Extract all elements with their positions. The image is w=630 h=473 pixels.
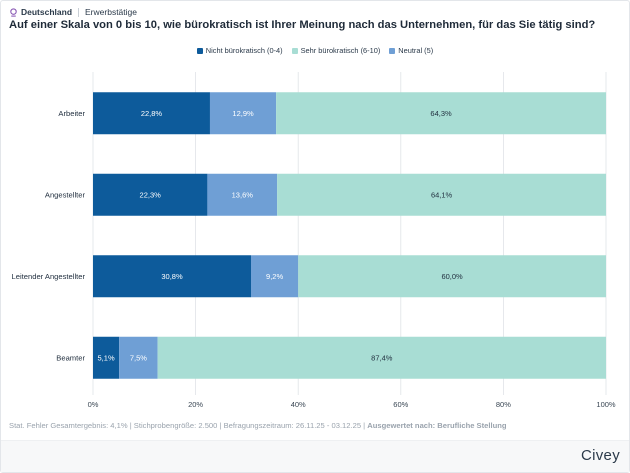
x-tick-label: 40% <box>291 400 306 409</box>
breadcrumb-separator <box>78 7 80 17</box>
legend-item[interactable]: Sehr bürokratisch (6-10) <box>291 46 381 55</box>
category-label: Angestellter <box>45 191 86 200</box>
brand-logo: Civey <box>580 447 620 464</box>
data-label: 7,5% <box>130 354 147 363</box>
footer-stats: Stat. Fehler Gesamtergebnis: 4,1% | Stic… <box>9 421 368 430</box>
legend-item[interactable]: Neutral (5) <box>389 46 433 55</box>
category-label: Beamter <box>56 354 85 363</box>
chart-legend: Nicht bürokratisch (0-4) Sehr bürokratisc… <box>0 46 630 55</box>
bar-segment <box>298 255 606 298</box>
breadcrumb: Deutschland Erwerbstätige <box>9 7 137 17</box>
legend-label: Neutral (5) <box>398 46 434 55</box>
footer-band <box>1 440 629 472</box>
x-tick-label: 0% <box>88 400 99 409</box>
data-label: 64,3% <box>430 109 452 118</box>
legend-swatch <box>389 47 396 54</box>
x-tick-label: 100% <box>596 400 616 409</box>
breadcrumb-population[interactable]: Erwerbstätige <box>85 7 137 17</box>
bar-segment <box>93 173 208 216</box>
data-label: 5,1% <box>98 354 115 363</box>
bar-segment <box>93 336 120 379</box>
data-label: 9,2% <box>266 272 283 281</box>
data-label: 64,1% <box>431 191 453 200</box>
location-icon <box>10 7 17 17</box>
bar-segment <box>209 92 277 135</box>
x-tick-label: 60% <box>393 400 408 409</box>
bar-segment <box>276 92 606 135</box>
bar-segment <box>251 255 299 298</box>
chart-footer: Stat. Fehler Gesamtergebnis: 4,1% | Stic… <box>9 421 507 430</box>
data-label: 60,0% <box>441 272 463 281</box>
bar-segment <box>93 92 210 135</box>
bar-segment <box>119 336 158 379</box>
x-tick-label: 20% <box>188 400 203 409</box>
bar-segment <box>157 336 606 379</box>
breadcrumb-country[interactable]: Deutschland <box>21 7 73 17</box>
bar-segment <box>93 255 252 298</box>
data-label: 87,4% <box>371 354 393 363</box>
legend-swatch <box>196 47 203 54</box>
bar-segment <box>277 173 606 216</box>
chart-title: Auf einer Skala von 0 bis 10, wie bürokr… <box>9 19 596 31</box>
legend-label: Sehr bürokratisch (6-10) <box>300 46 381 55</box>
legend-item[interactable]: Nicht bürokratisch (0-4) <box>196 46 283 55</box>
data-label: 22,3% <box>140 191 162 200</box>
footer-breakdown: Ausgewertet nach: Berufliche Stellung <box>367 421 507 430</box>
data-label: 22,8% <box>141 109 163 118</box>
x-tick-label: 80% <box>496 400 511 409</box>
data-label: 30,8% <box>161 272 183 281</box>
data-label: 13,6% <box>232 191 254 200</box>
legend-label: Nicht bürokratisch (0-4) <box>205 46 283 55</box>
data-label: 12,9% <box>232 109 254 118</box>
bar-segment <box>207 173 278 216</box>
stacked-bar-chart: 0% 20% 40% 60% 80% 100% Arbeiter 22,8% 12,9% 64,3… <box>12 72 616 409</box>
category-label: Leitender Angestellter <box>12 272 86 281</box>
category-label: Arbeiter <box>58 109 85 118</box>
legend-swatch <box>291 47 298 54</box>
